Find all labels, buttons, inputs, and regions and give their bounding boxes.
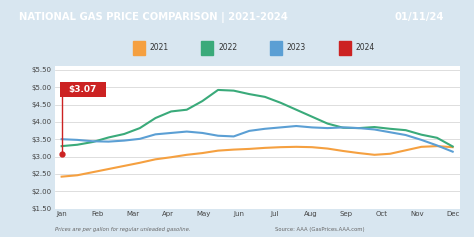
Bar (201, 41, 213, 55)
Text: NATIONAL GAS PRICE COMPARISON | 2021-2024: NATIONAL GAS PRICE COMPARISON | 2021-202… (19, 12, 288, 23)
Text: Prices are per gallon for regular unleaded gasoline.: Prices are per gallon for regular unlead… (55, 227, 190, 232)
FancyBboxPatch shape (60, 82, 106, 97)
Text: 2022: 2022 (218, 44, 237, 52)
Bar (339, 41, 351, 55)
Text: Source: AAA (GasPrices.AAA.com): Source: AAA (GasPrices.AAA.com) (275, 227, 365, 232)
Text: 01/11/24: 01/11/24 (395, 12, 444, 22)
Text: 2021: 2021 (149, 44, 168, 52)
Bar (270, 41, 282, 55)
Text: 2024: 2024 (356, 44, 375, 52)
Text: $3.07: $3.07 (69, 85, 97, 94)
Bar (133, 41, 145, 55)
Text: 2023: 2023 (287, 44, 306, 52)
